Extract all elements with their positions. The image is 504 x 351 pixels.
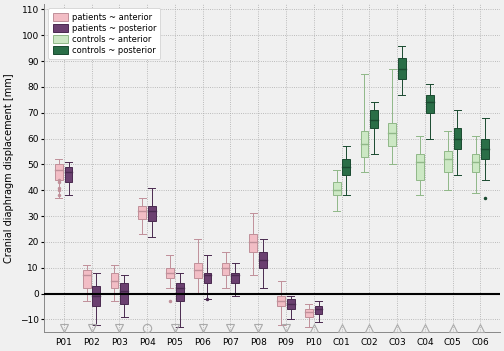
FancyBboxPatch shape [120, 283, 128, 304]
FancyBboxPatch shape [138, 206, 146, 219]
FancyBboxPatch shape [249, 234, 257, 252]
Legend: patients ~ anterior, patients ~ posterior, controls ~ anterior, controls ~ poste: patients ~ anterior, patients ~ posterio… [48, 8, 160, 59]
FancyBboxPatch shape [305, 309, 313, 317]
FancyBboxPatch shape [481, 139, 489, 159]
FancyBboxPatch shape [416, 154, 424, 180]
Y-axis label: Cranial diaphragm displacement [mm]: Cranial diaphragm displacement [mm] [4, 73, 14, 263]
FancyBboxPatch shape [360, 131, 368, 157]
FancyBboxPatch shape [343, 159, 350, 175]
FancyBboxPatch shape [259, 252, 267, 268]
FancyBboxPatch shape [148, 206, 156, 221]
FancyBboxPatch shape [176, 283, 183, 301]
FancyBboxPatch shape [55, 164, 63, 180]
FancyBboxPatch shape [388, 123, 396, 146]
FancyBboxPatch shape [110, 273, 118, 289]
FancyBboxPatch shape [398, 58, 406, 79]
FancyBboxPatch shape [65, 167, 73, 183]
FancyBboxPatch shape [92, 286, 100, 306]
FancyBboxPatch shape [426, 94, 433, 113]
FancyBboxPatch shape [166, 268, 174, 278]
FancyBboxPatch shape [370, 110, 378, 128]
FancyBboxPatch shape [194, 263, 202, 278]
FancyBboxPatch shape [472, 154, 479, 172]
FancyBboxPatch shape [277, 296, 285, 306]
FancyBboxPatch shape [314, 306, 323, 314]
FancyBboxPatch shape [287, 299, 295, 309]
FancyBboxPatch shape [83, 270, 91, 289]
FancyBboxPatch shape [204, 273, 211, 283]
FancyBboxPatch shape [454, 128, 461, 149]
FancyBboxPatch shape [444, 151, 452, 172]
FancyBboxPatch shape [222, 263, 229, 276]
FancyBboxPatch shape [333, 183, 341, 196]
FancyBboxPatch shape [231, 273, 239, 283]
